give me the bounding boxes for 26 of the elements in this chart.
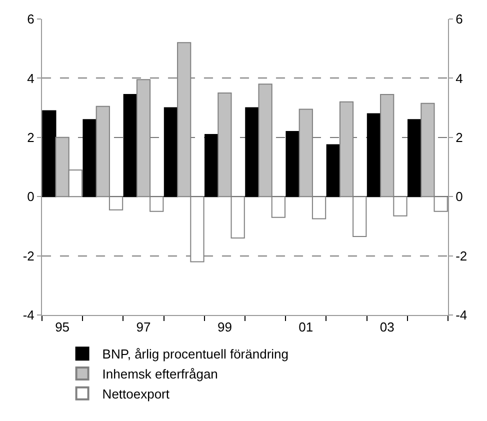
y2-tick-label: 6: [456, 12, 463, 27]
bar: [286, 130, 300, 198]
bar: [408, 119, 422, 198]
y2-tick-label: -4: [456, 308, 468, 323]
legend-label: Inhemsk efterfrågan: [102, 366, 218, 382]
y2-tick-label: 0: [456, 189, 463, 204]
y-tick-label: -4: [22, 308, 34, 323]
x-tick-label: 03: [380, 320, 394, 335]
legend-label: Nettoexport: [102, 386, 170, 402]
bar: [42, 110, 56, 198]
y2-tick-label: -2: [456, 248, 468, 264]
y2-tick-label: 4: [456, 70, 463, 86]
y-tick-label: -2: [22, 248, 34, 264]
bar: [82, 119, 97, 198]
x-tick-label: 97: [136, 320, 151, 335]
y-tick-label: 0: [27, 189, 34, 204]
x-tick-label: 99: [217, 320, 232, 335]
y-tick-label: 2: [27, 130, 34, 145]
y-tick-label: 4: [27, 70, 34, 86]
x-tick-label: 95: [55, 320, 70, 335]
y-tick-label: 6: [27, 12, 34, 27]
bar: [245, 107, 260, 198]
x-tick-label: 01: [298, 320, 314, 335]
bar: [204, 134, 219, 198]
legend-label: BNP, årlig procentuell förändring: [102, 346, 289, 362]
y2-tick-label: 2: [456, 130, 463, 145]
